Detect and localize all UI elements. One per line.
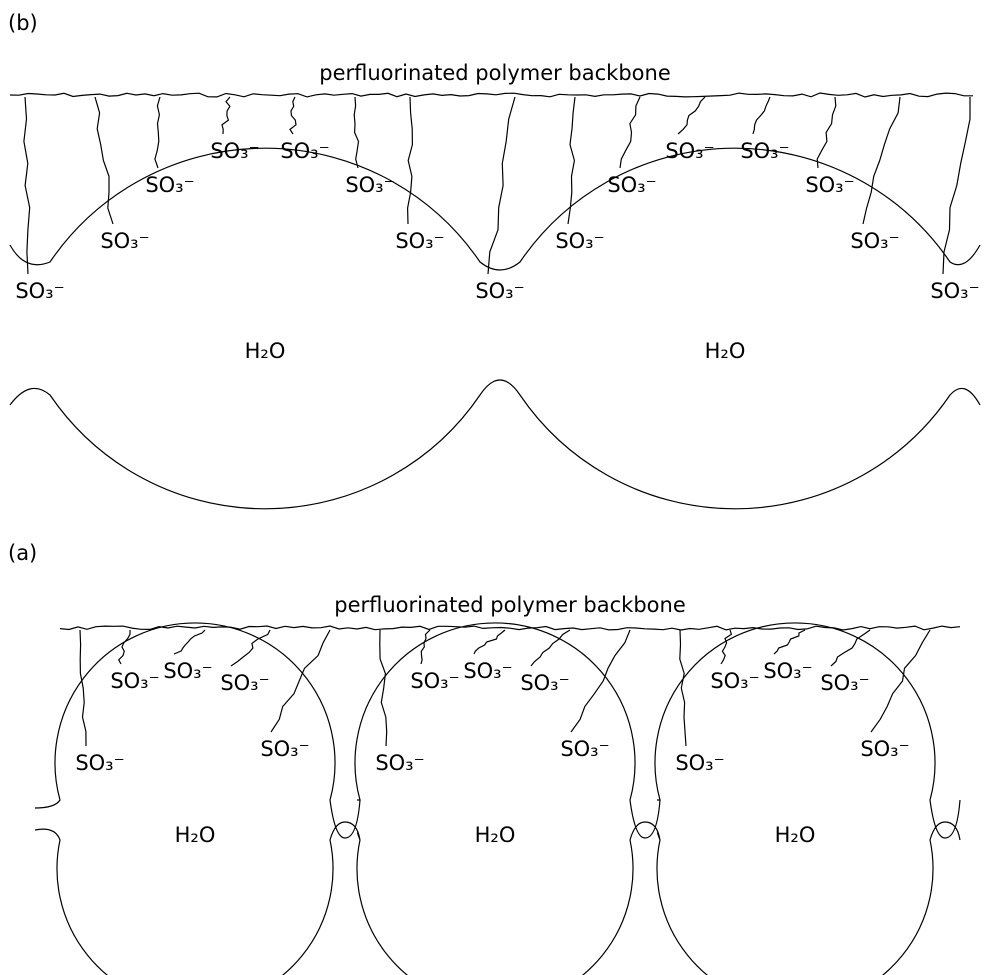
water-boundary (10, 380, 980, 509)
water-label: H₂O (775, 823, 816, 847)
diagram: (b) perfluorinated polymer backbone (a) … (0, 0, 985, 975)
side-chain (568, 97, 575, 224)
side-chain (290, 97, 296, 134)
ion-label: SO₃⁻ (520, 671, 569, 695)
water-label: H₂O (245, 339, 286, 363)
side-chain (474, 630, 505, 654)
ion-label: SO₃⁻ (665, 139, 714, 163)
ion-label: SO₃⁻ (850, 229, 899, 253)
ion-label: SO₃⁻ (820, 671, 869, 695)
ion-label: SO₃⁻ (555, 229, 604, 253)
ion-label: SO₃⁻ (15, 279, 64, 303)
ion-label: SO₃⁻ (395, 229, 444, 253)
side-chain (531, 630, 570, 666)
panel-label: (b) (8, 11, 38, 35)
side-chain (119, 630, 130, 664)
panel-label: (a) (8, 541, 37, 565)
side-chain (380, 630, 387, 746)
side-chain (408, 97, 413, 224)
ion-label: SO₃⁻ (280, 139, 329, 163)
side-chain (817, 97, 836, 168)
ion-label: SO₃⁻ (145, 173, 194, 197)
ion-label: SO₃⁻ (410, 669, 459, 693)
side-chain (421, 630, 430, 664)
side-chain (231, 630, 270, 666)
ion-label: SO₃⁻ (100, 229, 149, 253)
ion-label: SO₃⁻ (805, 173, 854, 197)
ion-label: SO₃⁻ (163, 659, 212, 683)
ion-label: SO₃⁻ (210, 139, 259, 163)
side-chain (863, 97, 900, 224)
side-chain (354, 97, 358, 168)
side-chain (571, 630, 630, 732)
side-chain (271, 630, 330, 732)
side-chain (721, 630, 731, 664)
side-chain (871, 630, 930, 732)
water-boundary (10, 148, 980, 270)
side-chain (620, 97, 640, 168)
water-boundary (35, 623, 960, 838)
water-label: H₂O (705, 339, 746, 363)
ion-label: SO₃⁻ (220, 671, 269, 695)
side-chain (155, 97, 160, 168)
side-chain (95, 97, 113, 224)
side-chain (24, 97, 30, 274)
backbone-label: perfluorinated polymer backbone (334, 593, 686, 617)
side-chain (753, 97, 770, 134)
side-chain (943, 97, 970, 274)
ion-label: SO₃⁻ (475, 279, 524, 303)
side-chain (774, 630, 805, 654)
water-label: H₂O (175, 823, 216, 847)
backbone (10, 93, 973, 97)
backbone-label: perfluorinated polymer backbone (319, 61, 671, 85)
ion-label: SO₃⁻ (75, 751, 124, 775)
ion-label: SO₃⁻ (763, 659, 812, 683)
side-chain (831, 630, 870, 666)
ion-label: SO₃⁻ (375, 751, 424, 775)
side-chain (174, 630, 205, 654)
ion-label: SO₃⁻ (860, 737, 909, 761)
ion-label: SO₃⁻ (260, 737, 309, 761)
ion-label: SO₃⁻ (607, 173, 656, 197)
water-label: H₂O (475, 823, 516, 847)
ion-label: SO₃⁻ (675, 751, 724, 775)
side-chain (488, 97, 515, 274)
ion-label: SO₃⁻ (710, 669, 759, 693)
ion-label: SO₃⁻ (740, 139, 789, 163)
ion-label: SO₃⁻ (345, 173, 394, 197)
ion-label: SO₃⁻ (463, 659, 512, 683)
side-chain (680, 630, 686, 746)
ion-label: SO₃⁻ (110, 669, 159, 693)
side-chain (222, 97, 230, 134)
side-chain (678, 97, 705, 134)
side-chain (80, 630, 86, 746)
ion-label: SO₃⁻ (560, 737, 609, 761)
ion-label: SO₃⁻ (930, 279, 979, 303)
